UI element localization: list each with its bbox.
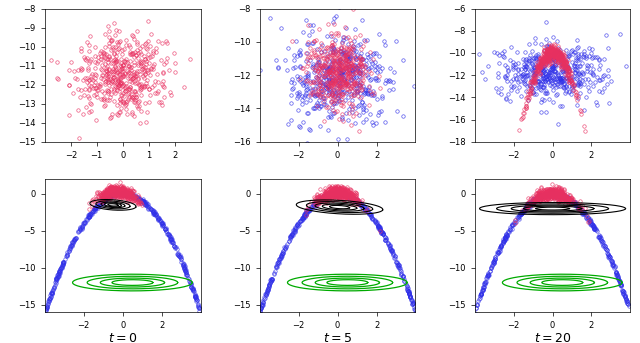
X-axis label: $t = 20$: $t = 20$ xyxy=(534,332,571,343)
X-axis label: $t = 5$: $t = 5$ xyxy=(323,332,352,343)
X-axis label: $t = 0$: $t = 0$ xyxy=(108,332,138,343)
